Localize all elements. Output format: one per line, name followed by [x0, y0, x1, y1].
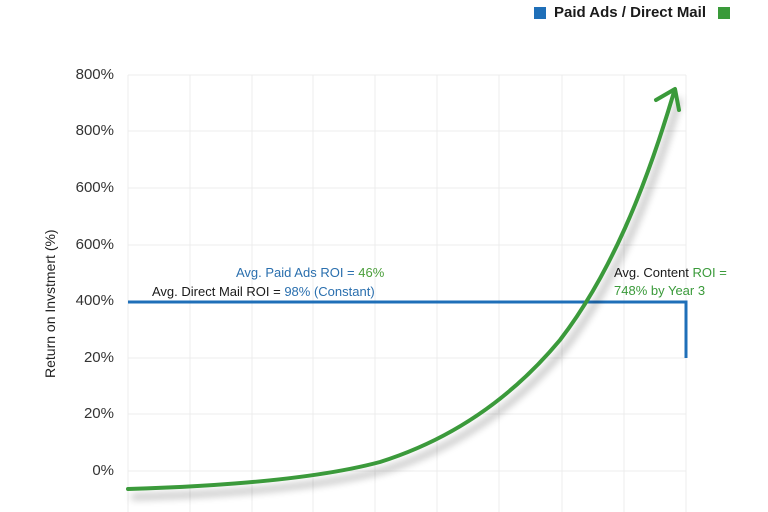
y-tick: 800% — [75, 66, 114, 83]
legend-label: Paid Ads / Direct Mail — [554, 4, 706, 21]
legend-swatch-paid-direct — [534, 6, 546, 19]
paid-direct-series-line — [128, 300, 688, 358]
y-tick: 20% — [83, 349, 114, 366]
y-tick: 600% — [75, 179, 114, 196]
annotation-paid-ads: Avg. Paid Ads ROI = 46% — [236, 265, 385, 280]
arrow-head-icon — [654, 87, 681, 112]
y-tick: 600% — [75, 236, 114, 253]
y-tick: 20% — [83, 405, 114, 422]
legend: Paid Ads / Direct Mail — [534, 4, 730, 21]
content-series-curve — [126, 90, 676, 491]
annotation-content: Avg. Content ROI = 748% by Year 3 — [614, 265, 727, 298]
y-tick: 800% — [75, 122, 114, 139]
legend-swatch-content — [718, 6, 730, 19]
annotation-direct-mail: Avg. Direct Mail ROI = 98% (Constant) — [152, 284, 375, 299]
y-tick: 400% — [75, 292, 114, 309]
y-tick: 0% — [92, 462, 114, 479]
